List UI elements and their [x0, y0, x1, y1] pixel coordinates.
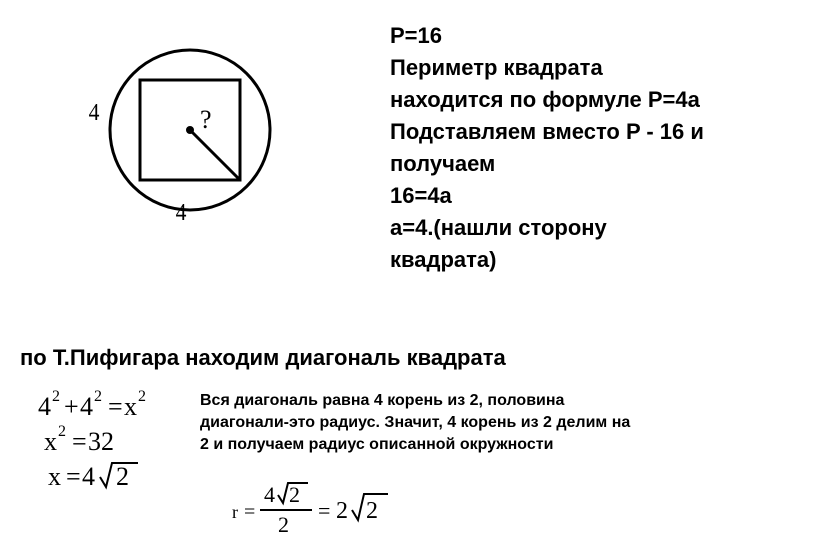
m1x: x	[124, 392, 137, 421]
m3a: 4	[82, 462, 95, 491]
m1plus: +	[64, 392, 79, 421]
desc-line-0: Вся диагональ равна 4 корень из 2, полов…	[200, 390, 660, 412]
m1eb: 2	[94, 388, 102, 405]
diagram-svg	[100, 40, 280, 220]
radius-question-label: ?	[200, 105, 212, 135]
rq-eq2: =	[318, 498, 330, 523]
rq-r2: 2	[336, 498, 348, 524]
handwritten-math: 4 2 + 4 2 = x 2 x 2 = 32 x = 4 2	[30, 385, 190, 515]
math-line1: 4 2 + 4 2 = x 2	[38, 388, 146, 421]
solution-text-top: P=16 Периметр квадрата находится по форм…	[390, 20, 810, 276]
radius-group: r = 4 2 2 = 2 2	[232, 482, 388, 537]
m1eq: =	[108, 392, 123, 421]
page: 4 4 ? P=16 Периметр квадрата находится п…	[0, 0, 829, 557]
pythagoras-header: по Т.Пифигара находим диагональ квадрата	[20, 345, 506, 371]
m2x: x	[44, 427, 57, 456]
geometry-diagram	[100, 40, 280, 220]
math-line3: x = 4 2	[48, 462, 138, 491]
top-line-3: Подставляем вместо P - 16 и	[390, 116, 810, 148]
desc-line-1: диагонали-это радиус. Значит, 4 корень и…	[200, 412, 660, 434]
m2e: 2	[58, 423, 66, 440]
top-line-0: P=16	[390, 20, 810, 52]
rq-n4: 4	[264, 482, 275, 507]
top-line-1: Периметр квадрата	[390, 52, 810, 84]
top-line-4: получаем	[390, 148, 810, 180]
top-line-7: квадрата)	[390, 244, 810, 276]
rq-rr: 2	[366, 498, 378, 524]
rq-r: r	[232, 502, 238, 522]
top-line-5: 16=4a	[390, 180, 810, 212]
top-line-2: находится по формуле P=4a	[390, 84, 810, 116]
radius-equation: r = 4 2 2 = 2 2	[230, 480, 430, 540]
radius-line	[190, 130, 240, 180]
side-label-left: 4	[89, 100, 100, 127]
rq-nr: 2	[289, 482, 300, 507]
rq-den: 2	[278, 512, 289, 537]
m3r: 2	[116, 462, 129, 491]
math-line2: x 2 = 32	[44, 423, 114, 456]
m1b: 4	[80, 392, 93, 421]
m2eq: =	[72, 427, 87, 456]
m1a: 4	[38, 392, 51, 421]
m1ea: 2	[52, 388, 60, 405]
math-svg: 4 2 + 4 2 = x 2 x 2 = 32 x = 4 2	[30, 385, 190, 515]
center-dot	[186, 126, 194, 134]
m3x: x	[48, 462, 61, 491]
desc-line-2: 2 и получаем радиус описанной окружности	[200, 434, 660, 456]
description-text: Вся диагональ равна 4 корень из 2, полов…	[200, 390, 660, 456]
top-line-6: a=4.(нашли сторону	[390, 212, 810, 244]
radius-svg: r = 4 2 2 = 2 2	[230, 480, 430, 540]
m2v: 32	[88, 427, 114, 456]
m3eq: =	[66, 462, 81, 491]
m1ex: 2	[138, 388, 146, 405]
rq-eq1: =	[244, 501, 255, 523]
side-label-bottom: 4	[176, 200, 187, 227]
